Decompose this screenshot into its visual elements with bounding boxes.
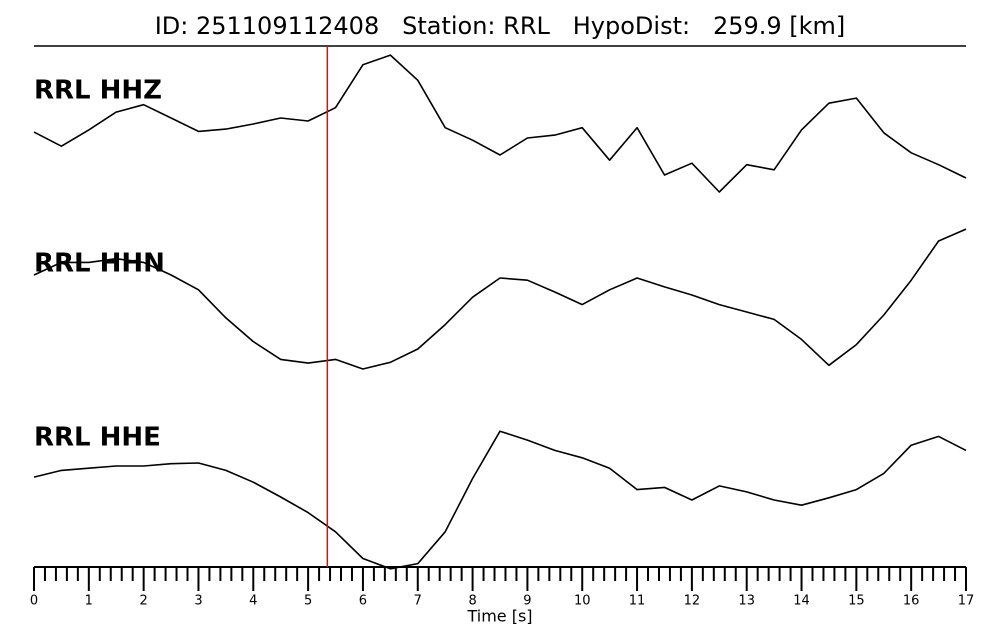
trace-label: RRL HHN: [34, 249, 165, 279]
x-tick-label: 13: [738, 594, 755, 609]
trace: [33, 430, 967, 570]
x-tick-label: 17: [958, 594, 975, 609]
trace-label: RRL HHE: [34, 423, 161, 453]
x-tick-label: 3: [194, 594, 202, 609]
x-tick-label: 11: [629, 594, 646, 609]
x-tick-label: 14: [793, 594, 810, 609]
x-tick-label: 7: [414, 594, 422, 609]
trace: [33, 54, 967, 193]
x-tick-label: 9: [523, 594, 531, 609]
chart-title: ID: 251109112408 Station: RRL HypoDist: …: [155, 12, 846, 40]
x-tick-label: 16: [903, 594, 920, 609]
x-tick-label: 4: [249, 594, 257, 609]
x-axis-label: Time [s]: [466, 607, 532, 626]
x-tick-label: 15: [848, 594, 865, 609]
x-tick-label: 6: [359, 594, 367, 609]
x-tick-label: 8: [468, 594, 476, 609]
x-tick-label: 0: [30, 594, 38, 609]
trace: [33, 228, 967, 370]
x-tick-label: 5: [304, 594, 312, 609]
x-tick-label: 2: [140, 594, 148, 609]
x-tick-label: 1: [85, 594, 93, 609]
x-tick-label: 10: [574, 594, 591, 609]
x-tick-label: 12: [684, 594, 701, 609]
trace-label: RRL HHZ: [34, 76, 162, 106]
